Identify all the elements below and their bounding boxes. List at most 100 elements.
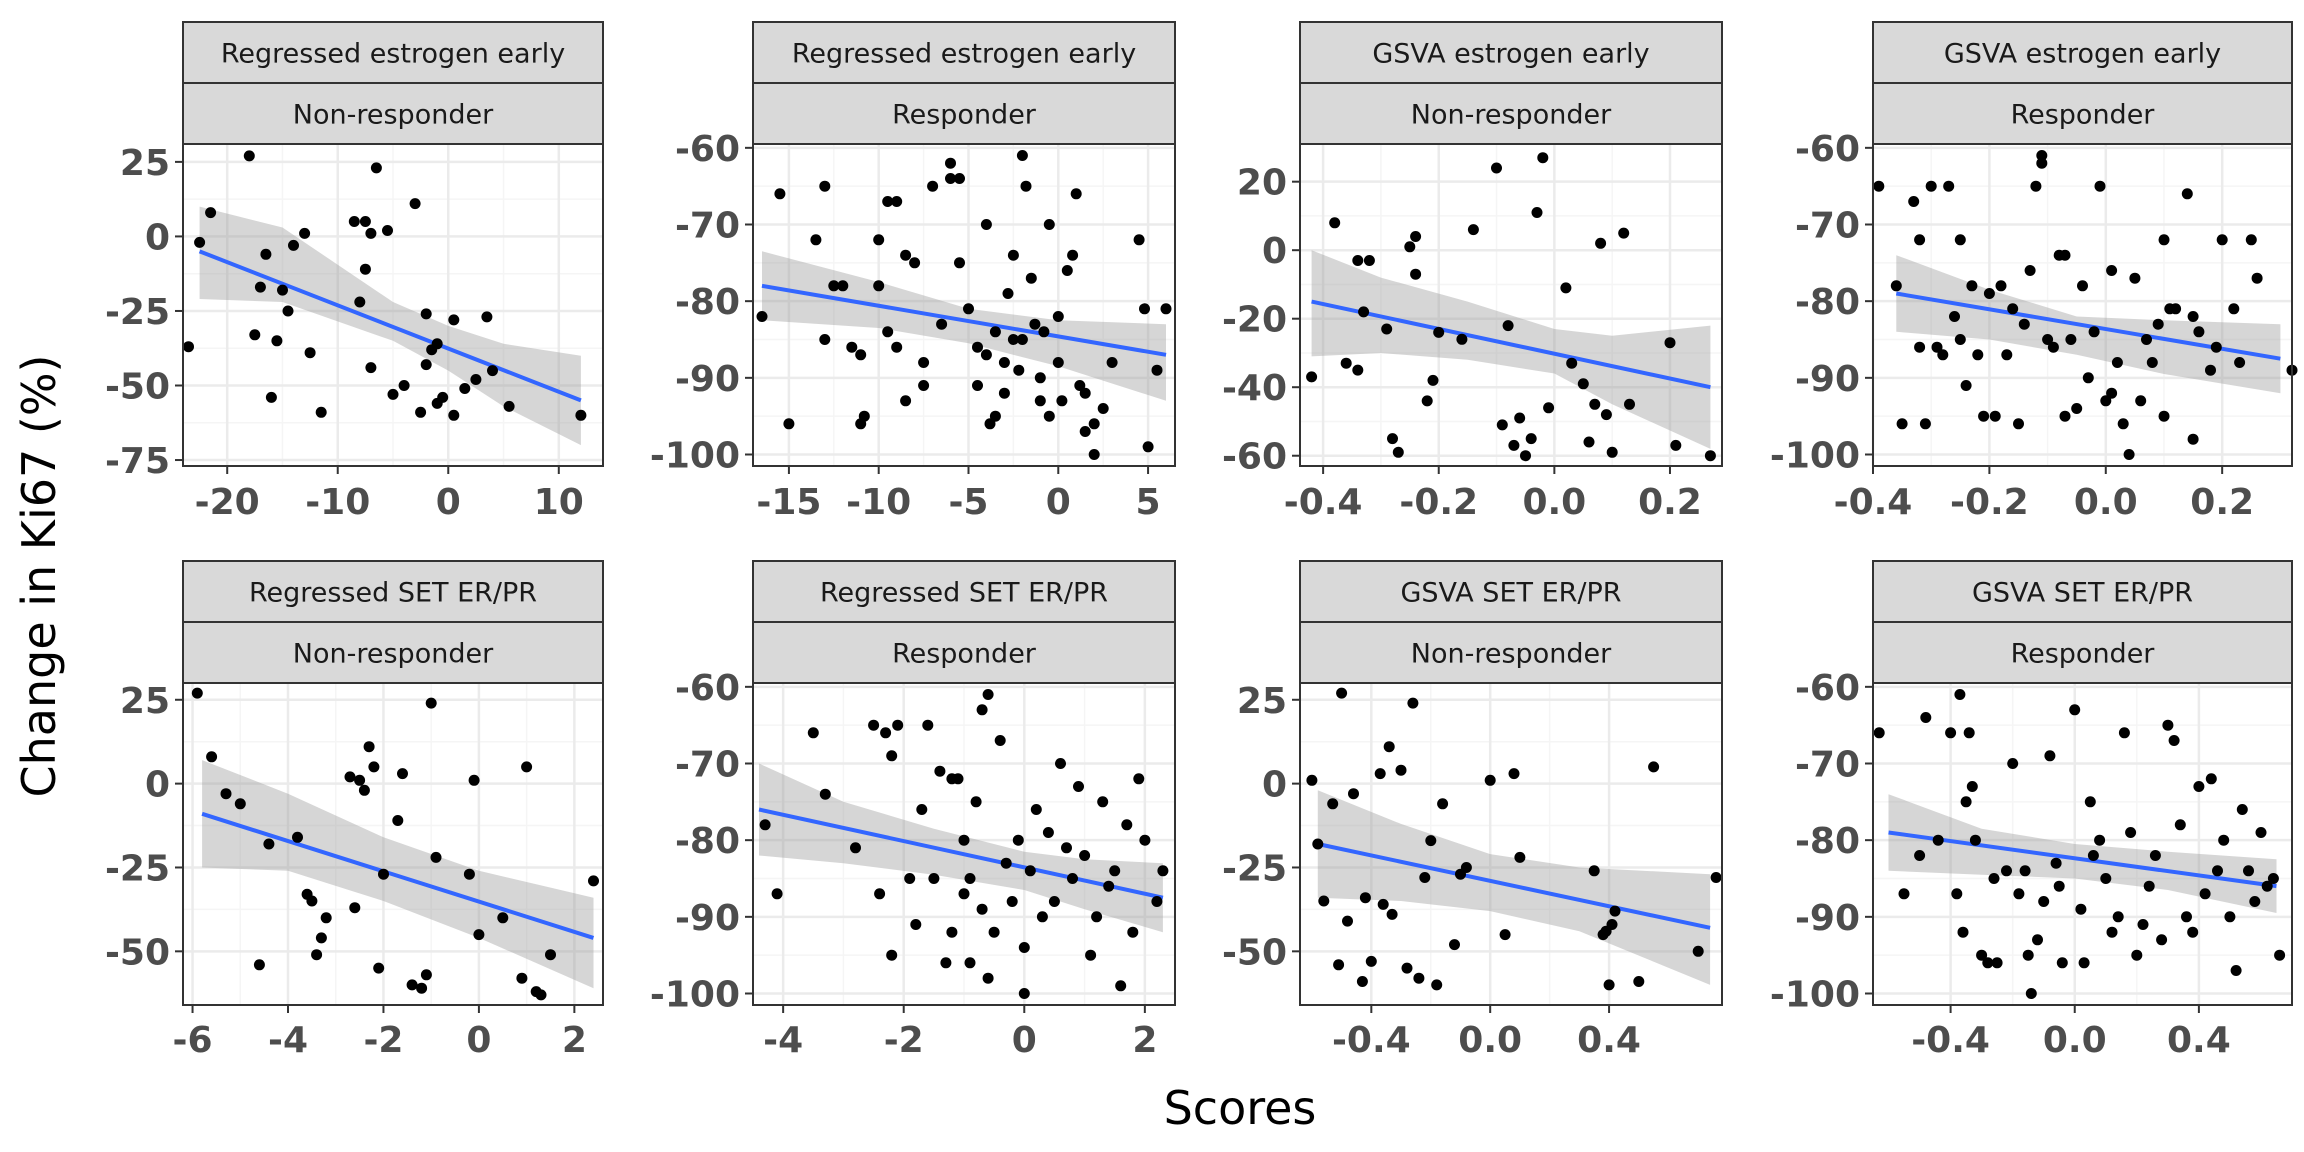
- data-point: [299, 227, 311, 239]
- data-point: [1070, 188, 1082, 200]
- facet-strip-group: [182, 621, 604, 684]
- panel-border: [752, 143, 1176, 467]
- data-point: [254, 281, 266, 293]
- data-point: [359, 216, 371, 227]
- data-point: [1603, 979, 1615, 991]
- data-point: [756, 311, 768, 322]
- y-tick-label: -25: [1222, 848, 1287, 889]
- data-point: [1966, 280, 1978, 292]
- facet-title-label: GSVA estrogen early: [1944, 39, 2221, 70]
- data-point: [891, 196, 903, 207]
- data-point: [1013, 364, 1025, 376]
- x-tick-label: 0.0: [1458, 1020, 1522, 1061]
- data-point: [771, 888, 783, 900]
- data-point: [972, 341, 983, 353]
- data-point: [2137, 919, 2149, 930]
- data-point: [1029, 318, 1041, 330]
- data-point: [2024, 265, 2036, 276]
- facet-title-label: Regressed estrogen early: [792, 39, 1136, 70]
- panel-grid-lines: [183, 144, 603, 466]
- data-point: [807, 727, 819, 739]
- data-point: [2170, 303, 2182, 315]
- data-point: [1036, 911, 1048, 923]
- data-point: [1960, 380, 1972, 391]
- data-point: [2216, 234, 2228, 246]
- data-point: [206, 751, 218, 763]
- data-point: [2044, 750, 2056, 762]
- facet-title-label: GSVA SET ER/PR: [1972, 578, 2193, 609]
- data-point: [1960, 796, 1972, 808]
- data-point: [1949, 311, 1960, 322]
- data-point: [1061, 842, 1072, 854]
- y-tick-label: 25: [120, 681, 170, 722]
- data-point: [2077, 280, 2088, 292]
- data-point: [2112, 911, 2124, 923]
- data-point: [2243, 865, 2254, 877]
- data-point: [952, 773, 964, 785]
- regression-line: [1888, 830, 2277, 889]
- y-tick-label: -20: [1222, 300, 1287, 341]
- x-tick-label: 0.0: [2074, 482, 2138, 523]
- facet-title-label: Regressed SET ER/PR: [249, 578, 537, 609]
- data-point: [2168, 735, 2180, 746]
- data-point: [535, 989, 547, 1001]
- data-point: [277, 284, 288, 296]
- data-point: [2087, 850, 2099, 861]
- data-point: [874, 888, 886, 900]
- data-point: [2022, 949, 2034, 961]
- x-tick-label: -10: [846, 482, 911, 523]
- data-point: [2069, 704, 2081, 716]
- x-tick-label: 0.4: [1577, 1020, 1641, 1061]
- data-point: [1577, 378, 1589, 390]
- data-point: [1537, 152, 1549, 164]
- data-point: [1937, 349, 1949, 361]
- data-point: [858, 410, 870, 422]
- data-point: [946, 926, 958, 938]
- data-point: [1085, 949, 1097, 961]
- data-point: [2030, 180, 2042, 192]
- data-point: [2123, 449, 2135, 460]
- y-tick-label: -70: [675, 206, 740, 247]
- data-point: [1356, 976, 1368, 987]
- data-point: [1020, 180, 1032, 192]
- data-point: [2036, 150, 2048, 161]
- data-point: [420, 359, 432, 371]
- data-point: [1381, 323, 1393, 335]
- data-point: [1000, 857, 1012, 869]
- x-tick-label: 10: [534, 482, 584, 523]
- data-point: [1606, 919, 1618, 930]
- x-tick-label: -0.4: [1911, 1020, 1990, 1061]
- y-tick-label: -80: [1795, 821, 1860, 862]
- facet-group-label: Responder: [892, 100, 1037, 131]
- data-point: [1664, 337, 1676, 349]
- data-point: [487, 365, 498, 377]
- data-point: [1982, 957, 1994, 969]
- data-point: [1363, 255, 1375, 266]
- data-point: [1002, 288, 1014, 299]
- data-point: [982, 689, 994, 700]
- data-point: [2025, 988, 2037, 999]
- data-point: [1425, 835, 1437, 847]
- data-point: [1318, 895, 1330, 907]
- data-point: [916, 804, 928, 815]
- regression-line: [201, 811, 595, 940]
- data-point: [1945, 727, 1957, 739]
- data-point: [1034, 395, 1046, 407]
- data-point: [1433, 326, 1445, 338]
- data-point: [1456, 333, 1468, 345]
- data-point: [1954, 689, 1966, 700]
- data-point: [1121, 819, 1133, 831]
- facet-group-label: Non-responder: [293, 639, 494, 670]
- data-point: [819, 180, 831, 192]
- data-point: [982, 972, 994, 984]
- data-point: [868, 719, 880, 731]
- data-point: [945, 157, 956, 169]
- data-point: [873, 234, 885, 246]
- data-point: [1624, 398, 1635, 410]
- data-point: [1127, 926, 1139, 938]
- data-point: [1079, 850, 1091, 861]
- data-point: [1052, 357, 1064, 368]
- y-tick-label: -90: [1795, 359, 1860, 400]
- data-point: [2075, 903, 2087, 915]
- data-point: [2251, 272, 2263, 284]
